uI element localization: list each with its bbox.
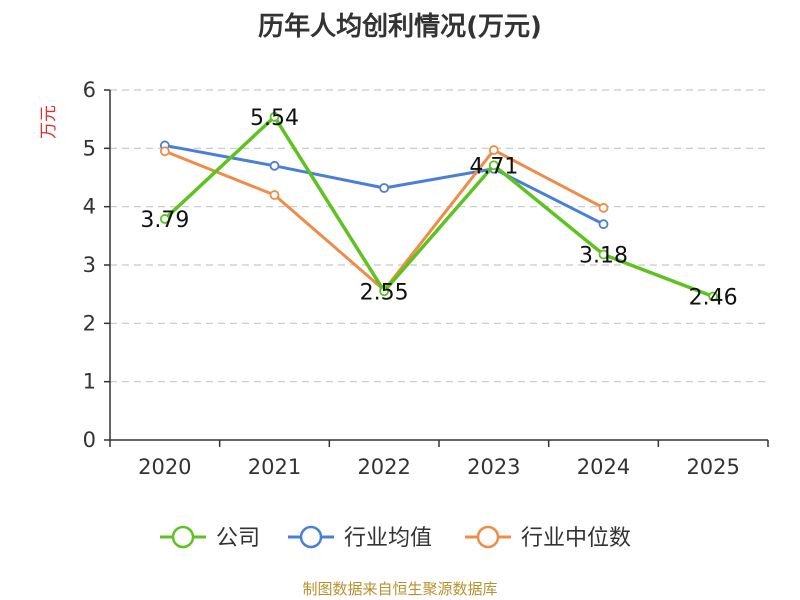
- legend-marker: [476, 525, 500, 549]
- legend-marker: [171, 525, 195, 549]
- y-tick-label: 6: [83, 78, 96, 102]
- x-tick-label: 2021: [248, 455, 301, 479]
- legend-item[interactable]: 公司: [160, 525, 260, 551]
- data-labels: 3.79 5.54 2.55 4.71 3.18 2.46: [140, 106, 737, 311]
- x-tick-label: 2022: [357, 455, 410, 479]
- data-label: 2.55: [360, 280, 409, 305]
- legend-label: 行业中位数: [521, 526, 631, 551]
- y-tick-label: 4: [83, 195, 96, 219]
- y-tick-label: 1: [83, 370, 96, 394]
- series-line-2: [164, 148, 605, 292]
- data-point: [598, 249, 609, 260]
- y-tick-label: 0: [83, 428, 96, 452]
- axes: 0 1 2 3 4 5 6 2020 2021 2022 2023 2024 2025: [83, 78, 769, 479]
- data-point: [379, 183, 390, 193]
- data-label: 3.79: [140, 208, 189, 233]
- data-label: 5.54: [250, 106, 299, 131]
- y-tick-label: 3: [83, 253, 96, 277]
- data-label: 4.71: [469, 154, 518, 179]
- data-point: [269, 160, 280, 171]
- data-point: [269, 111, 280, 122]
- legend[interactable]: 公司 行业均值 行业中位数: [160, 525, 631, 551]
- x-tick-label: 2023: [467, 455, 520, 479]
- data-point: [159, 214, 170, 224]
- legend-item[interactable]: 行业中位数: [465, 525, 631, 551]
- y-axis-unit-label: 万元: [39, 105, 59, 139]
- data-point: [598, 219, 609, 230]
- data-label: 2.46: [689, 286, 738, 311]
- x-tick-label: 2020: [138, 455, 191, 479]
- legend-label: 公司: [216, 526, 260, 551]
- legend-item[interactable]: 行业均值: [288, 525, 432, 551]
- data-point: [708, 291, 719, 302]
- data-point: [269, 190, 280, 200]
- data-label: 3.18: [579, 244, 628, 269]
- data-point: [159, 146, 170, 157]
- legend-marker: [299, 525, 323, 549]
- legend-label: 行业均值: [344, 526, 432, 551]
- data-point: [488, 145, 499, 155]
- data-point: [379, 286, 390, 297]
- gridlines: [110, 89, 768, 383]
- data-point: [488, 160, 499, 171]
- x-tick-label: 2024: [577, 455, 630, 479]
- series-lines: [159, 111, 719, 302]
- series-line-0: [163, 115, 714, 299]
- x-tick-label: 2025: [686, 455, 739, 479]
- y-tick-label: 5: [83, 136, 96, 160]
- chart-title: 历年人均创利情况(万元): [258, 12, 542, 42]
- source-footer: 制图数据来自恒生聚源数据库: [302, 580, 498, 598]
- data-point: [598, 202, 609, 213]
- y-tick-label: 2: [83, 311, 96, 335]
